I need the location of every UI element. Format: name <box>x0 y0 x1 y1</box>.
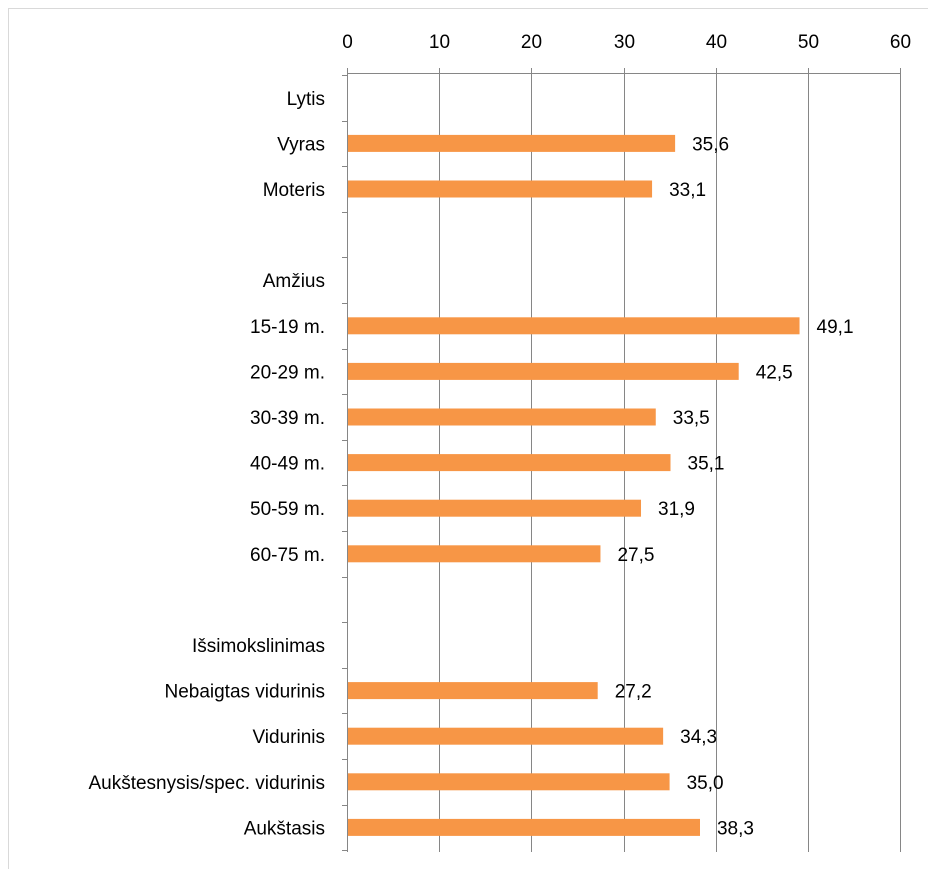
bar <box>348 362 739 380</box>
x-tick-label: 0 <box>342 32 353 53</box>
data-label: 27,5 <box>617 545 654 566</box>
data-label: 27,2 <box>615 682 652 703</box>
category-label: 40-49 m. <box>250 454 325 475</box>
category-label: Vyras <box>277 134 325 155</box>
data-label: 34,3 <box>680 727 717 748</box>
category-label: Amžius <box>263 271 325 292</box>
bar <box>348 773 670 791</box>
x-tick-label: 20 <box>521 32 542 53</box>
bar <box>348 180 653 198</box>
data-label: 33,5 <box>673 408 710 429</box>
chart-frame <box>8 8 928 869</box>
data-label: 38,3 <box>717 818 754 839</box>
category-label: 30-39 m. <box>250 408 325 429</box>
x-tick-label: 50 <box>798 32 819 53</box>
x-tick-label: 40 <box>706 32 727 53</box>
category-label: 20-29 m. <box>250 362 325 383</box>
category-label: Lytis <box>287 89 325 110</box>
category-label: Aukštesnysis/spec. vidurinis <box>88 773 325 794</box>
x-tick-label: 30 <box>614 32 635 53</box>
data-label: 31,9 <box>658 499 695 520</box>
bar <box>348 408 656 426</box>
bar <box>348 454 671 472</box>
category-label: 15-19 m. <box>250 317 325 338</box>
data-label: 35,1 <box>688 454 725 475</box>
category-label: 60-75 m. <box>250 545 325 566</box>
category-label: Išsimokslinimas <box>192 636 325 657</box>
category-label: Aukštasis <box>244 818 325 839</box>
bar <box>348 545 601 563</box>
bar <box>348 818 700 836</box>
bar <box>348 727 664 745</box>
bar <box>348 134 676 152</box>
category-label: Vidurinis <box>252 727 325 748</box>
category-label: Nebaigtas vidurinis <box>164 682 325 703</box>
data-label: 42,5 <box>756 362 793 383</box>
category-label: 50-59 m. <box>250 499 325 520</box>
bar <box>348 682 598 700</box>
data-label: 49,1 <box>817 317 854 338</box>
data-label: 35,0 <box>687 773 724 794</box>
bar <box>348 317 800 335</box>
data-label: 33,1 <box>669 180 706 201</box>
x-tick-label: 60 <box>890 32 911 53</box>
data-label: 35,6 <box>692 134 729 155</box>
category-label: Moteris <box>263 180 325 201</box>
bar <box>348 499 642 517</box>
x-tick-label: 10 <box>429 32 450 53</box>
